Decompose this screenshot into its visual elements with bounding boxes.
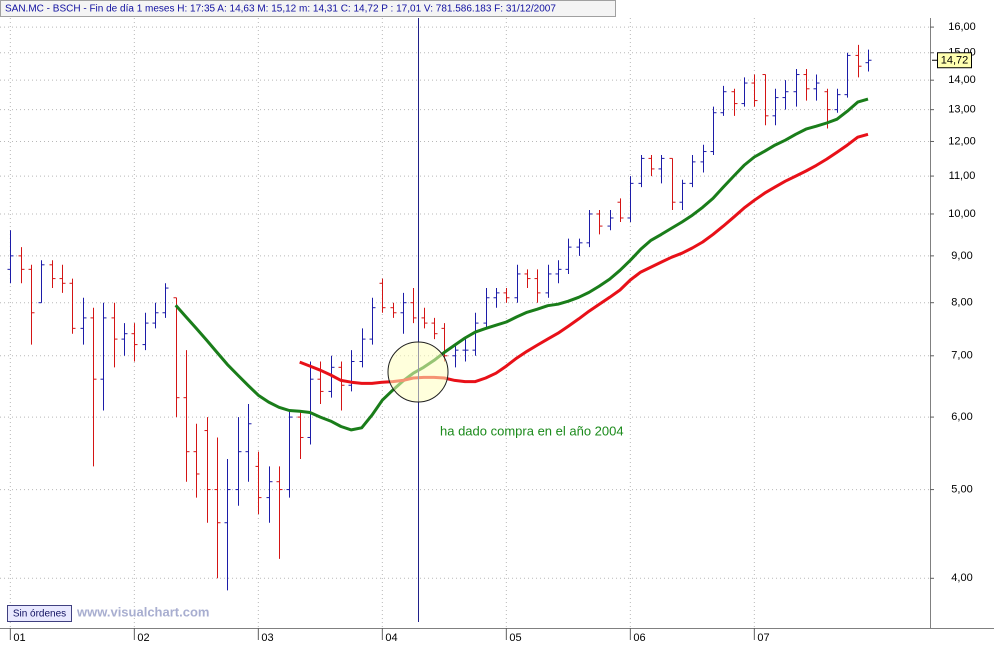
x-tick-label: 07 bbox=[757, 632, 769, 644]
y-tick-label: 6,00 bbox=[951, 411, 972, 423]
last-value-box bbox=[937, 52, 972, 69]
x-tick-label: 06 bbox=[633, 632, 645, 644]
last-value-label: 14,72 bbox=[941, 55, 969, 67]
moving-average bbox=[174, 97, 869, 432]
y-tick-label: 8,00 bbox=[951, 297, 972, 309]
y-tick-label: 14,00 bbox=[948, 74, 976, 86]
y-tick-label: 7,00 bbox=[951, 350, 972, 362]
y-tick-label: 10,00 bbox=[948, 208, 976, 220]
x-tick-label: 03 bbox=[261, 632, 273, 644]
x-tick-label: 02 bbox=[137, 632, 149, 644]
x-tick-label: 04 bbox=[385, 632, 397, 644]
watermark: www.visualchart.com bbox=[76, 604, 209, 619]
y-tick-label: 16,00 bbox=[948, 21, 976, 33]
x-tick-label: 05 bbox=[509, 632, 521, 644]
annotation: ha dado compra en el año 2004 bbox=[440, 423, 624, 438]
chart-title: SAN.MC - BSCH - Fin de día 1 meses H: 17… bbox=[5, 4, 556, 15]
button[interactable] bbox=[7, 605, 72, 622]
y-tick-label: 4,00 bbox=[951, 572, 972, 584]
y-tick-label: 13,00 bbox=[948, 104, 976, 116]
highlight-circle bbox=[387, 341, 449, 403]
x-tick-label: 01 bbox=[13, 632, 25, 644]
y-tick-label: 9,00 bbox=[951, 250, 972, 262]
header-bar bbox=[0, 0, 616, 17]
y-tick-label: 5,00 bbox=[951, 483, 972, 495]
button-label[interactable]: Sin órdenes bbox=[13, 609, 66, 620]
y-tick-label: 11,00 bbox=[949, 170, 976, 182]
y-tick-label: 12,00 bbox=[948, 135, 976, 147]
